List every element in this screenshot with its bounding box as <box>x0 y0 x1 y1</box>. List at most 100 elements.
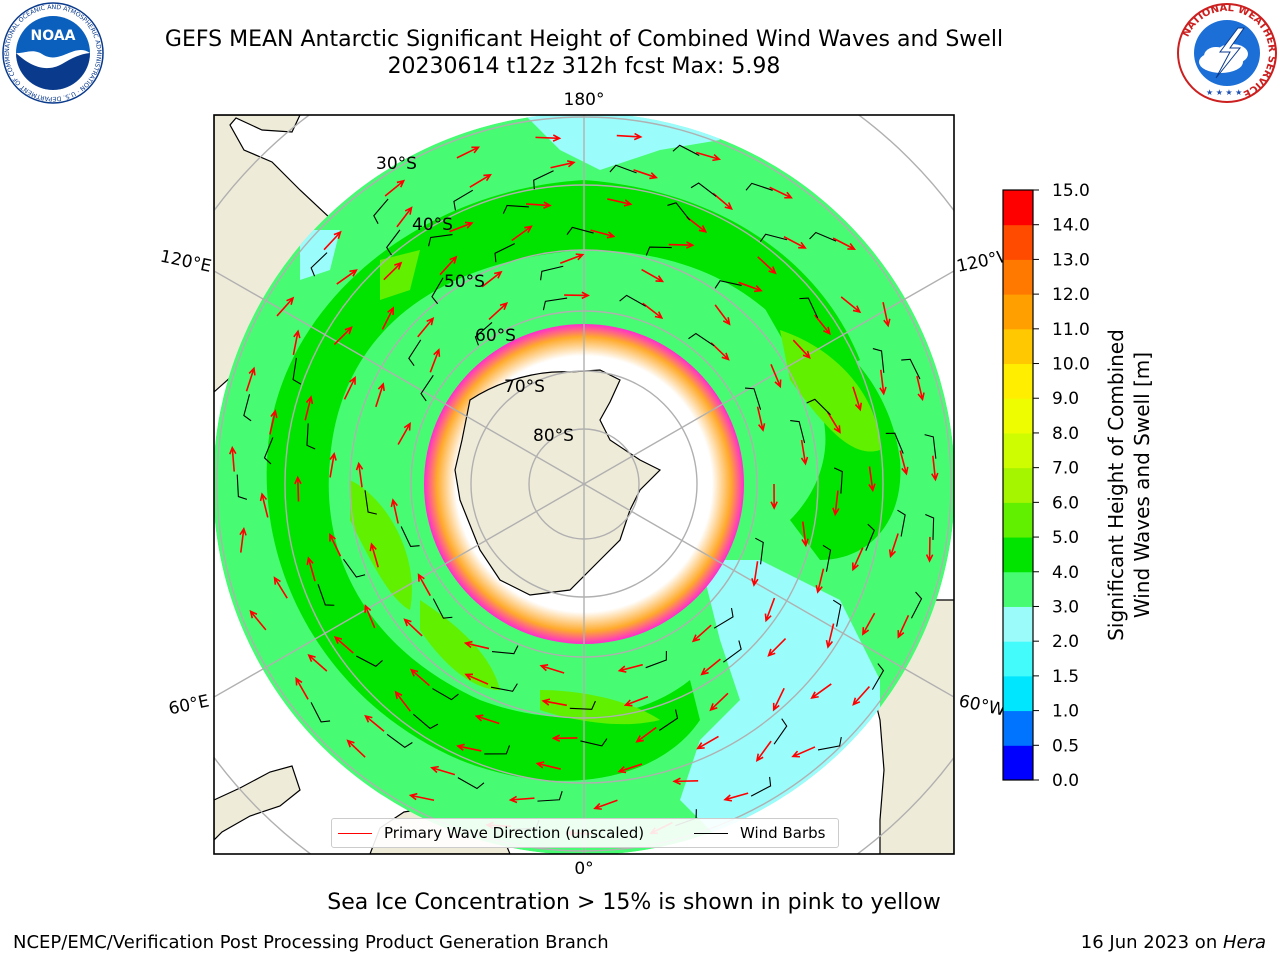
wave-direction-arrow <box>430 765 456 776</box>
wave-direction-arrow <box>862 612 876 636</box>
meridian-extensions <box>214 270 954 698</box>
lat-label-30s: 30°S <box>376 154 417 174</box>
meridian-lines <box>262 115 906 854</box>
wave-direction-arrow <box>770 364 782 389</box>
lat-label-40s: 40°S <box>412 215 453 235</box>
wind-barb <box>755 537 764 565</box>
colorbar-tick-label: 6.0 <box>1052 493 1079 513</box>
wind-barb <box>453 189 474 211</box>
wind-barb <box>619 294 646 307</box>
wave-direction-arrow <box>346 739 366 758</box>
colorbar-segment <box>1003 502 1033 538</box>
lat-label-50s: 50°S <box>444 272 485 292</box>
wind-barb <box>885 432 904 454</box>
vector-layer <box>229 132 939 837</box>
wave-direction-arrow <box>384 179 406 197</box>
wave-direction-arrow <box>714 304 731 326</box>
wave-direction-arrow <box>329 532 342 557</box>
wave-direction-arrow <box>757 256 777 275</box>
wave-direction-arrow <box>249 609 267 631</box>
lat-label-80s: 80°S <box>533 426 574 446</box>
colorbar-segment <box>1003 745 1033 781</box>
wave-direction-arrow <box>925 536 934 563</box>
wave-direction-arrow <box>791 746 816 758</box>
colorbar-tick-label: 14.0 <box>1052 216 1090 236</box>
wind-barb <box>714 280 742 289</box>
wind-barb <box>744 387 762 410</box>
wind-barb <box>386 229 401 256</box>
wave-direction-arrow <box>396 206 413 228</box>
wind-barb <box>901 358 921 380</box>
colorbar-tick-label: 13.0 <box>1052 250 1090 270</box>
wind-barb <box>373 198 389 224</box>
wave-direction-arrow <box>394 690 411 712</box>
colorbar-segment <box>1003 259 1033 295</box>
wave-direction-arrow <box>239 526 247 553</box>
colorbar-segment <box>1003 606 1033 642</box>
wave-direction-arrow <box>417 316 435 338</box>
colorbar-tick-label: 4.0 <box>1052 563 1079 583</box>
wave-direction-arrow <box>635 726 657 743</box>
wave-direction-arrow <box>295 676 309 700</box>
wind-barb <box>871 663 885 690</box>
lon-label-120e: 120°E <box>158 247 213 277</box>
wave-direction-arrow <box>709 692 729 712</box>
wave-direction-arrow <box>593 799 618 810</box>
wave-direction-arrow <box>329 451 337 478</box>
wind-barb <box>773 718 788 745</box>
wave-direction-arrow <box>464 673 489 685</box>
wind-barb <box>364 490 377 515</box>
wind-barb <box>667 202 691 221</box>
wave-direction-arrow <box>259 492 269 518</box>
wind-barb <box>474 322 493 346</box>
wave-direction-arrow <box>832 237 857 250</box>
colorbar-segment <box>1003 675 1033 712</box>
wind-barb <box>432 598 453 619</box>
wave-direction-arrow <box>899 450 909 476</box>
wave-direction-arrow <box>508 795 535 804</box>
wind-barb <box>750 776 772 797</box>
colorbar: 0.0 0.5 1.0 1.5 2.0 3.0 4.0 5.0 6.0 7.0 8.0 9.0 10.0… <box>1003 181 1090 791</box>
wind-barb <box>688 332 715 347</box>
wave-direction-arrow <box>695 151 722 162</box>
wave-direction-arrow <box>772 687 785 712</box>
svg-text:NOAA: NOAA <box>31 28 76 44</box>
colorbar-segment <box>1003 294 1033 330</box>
wind-barb <box>431 277 444 305</box>
colorbar-segment <box>1003 398 1033 434</box>
wind-barb <box>690 182 717 197</box>
colorbar-tick-label: 0.0 <box>1052 771 1079 791</box>
colorbar-segment <box>1003 328 1033 365</box>
wave-direction-arrow <box>488 302 509 321</box>
wave-direction-arrow <box>668 241 695 249</box>
wind-barb <box>310 252 328 277</box>
wave-direction-arrow <box>333 326 353 345</box>
wave-direction-arrow <box>551 734 578 742</box>
colorbar-tick-label: 1.0 <box>1052 702 1079 722</box>
wave-direction-arrow <box>723 792 749 802</box>
wind-barb <box>420 375 434 402</box>
credit-right: 16 Jun 2023 on Hera <box>1080 932 1266 953</box>
lon-label-180: 180° <box>564 90 605 110</box>
wave-direction-arrow <box>769 186 793 199</box>
colorbar-tick-label: 11.0 <box>1052 320 1090 340</box>
chart-title: GEFS MEAN Antarctic Significant Height o… <box>164 27 1004 52</box>
wave-direction-arrow <box>616 132 643 141</box>
colorbar-segment <box>1003 432 1033 469</box>
wind-barb <box>672 144 700 156</box>
colorbar-tick-label: 10.0 <box>1052 355 1090 375</box>
wave-direction-arrow <box>381 306 395 330</box>
colorbar-tick-label: 0.5 <box>1052 736 1079 756</box>
wind-barb <box>925 513 935 540</box>
wave-direction-arrow <box>439 255 458 276</box>
wave-direction-arrow <box>292 329 301 356</box>
wind-barb <box>580 738 608 747</box>
africa-land <box>214 765 301 841</box>
wave-direction-arrow <box>409 668 430 687</box>
wave-direction-arrow <box>550 160 576 169</box>
wind-barb <box>502 204 530 214</box>
wind-barb <box>408 339 422 366</box>
colorbar-tick-label: 9.0 <box>1052 389 1079 409</box>
wave-direction-arrow <box>783 236 807 249</box>
wind-barb <box>790 420 806 444</box>
